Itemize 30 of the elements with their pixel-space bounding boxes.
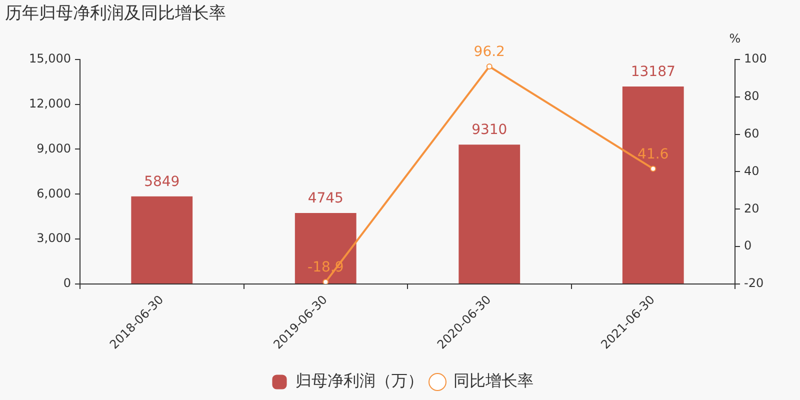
bar bbox=[131, 196, 193, 284]
y2-tick-label: 100 bbox=[744, 52, 767, 66]
legend-label: 归母净利润（万） bbox=[296, 371, 424, 390]
y2-tick-label: 40 bbox=[744, 164, 760, 178]
y-tick-label: 3,000 bbox=[36, 231, 71, 246]
legend-label: 同比增长率 bbox=[454, 371, 534, 390]
y-tick-label: 15,000 bbox=[29, 52, 71, 66]
chart-title: 历年归母净利润及同比增长率 bbox=[5, 4, 226, 24]
point bbox=[650, 166, 656, 172]
y2-tick-label: 0 bbox=[744, 238, 752, 253]
y2-tick-label: 20 bbox=[744, 201, 760, 216]
y-tick-label: 12,000 bbox=[29, 96, 71, 110]
data-label: 9310 bbox=[472, 122, 508, 138]
bar bbox=[294, 212, 356, 284]
bar bbox=[622, 86, 684, 284]
y2-axis-title: % bbox=[729, 32, 741, 46]
point bbox=[486, 64, 492, 70]
y-tick-label: 6,000 bbox=[36, 186, 71, 200]
data-label: 5849 bbox=[144, 174, 180, 190]
y2-tick-label: 80 bbox=[744, 88, 760, 103]
data-label: 4745 bbox=[308, 190, 344, 207]
bar bbox=[458, 144, 520, 284]
y-tick-label: 0 bbox=[63, 276, 71, 290]
y-tick-label: 9,000 bbox=[36, 141, 71, 156]
point bbox=[322, 278, 329, 284]
y2-tick-label: -20 bbox=[744, 276, 764, 290]
y2-tick-label: 60 bbox=[744, 126, 760, 140]
data-label: 41.6 bbox=[638, 146, 669, 162]
data-label: 96.2 bbox=[474, 44, 505, 60]
data-label: 13187 bbox=[630, 64, 676, 80]
